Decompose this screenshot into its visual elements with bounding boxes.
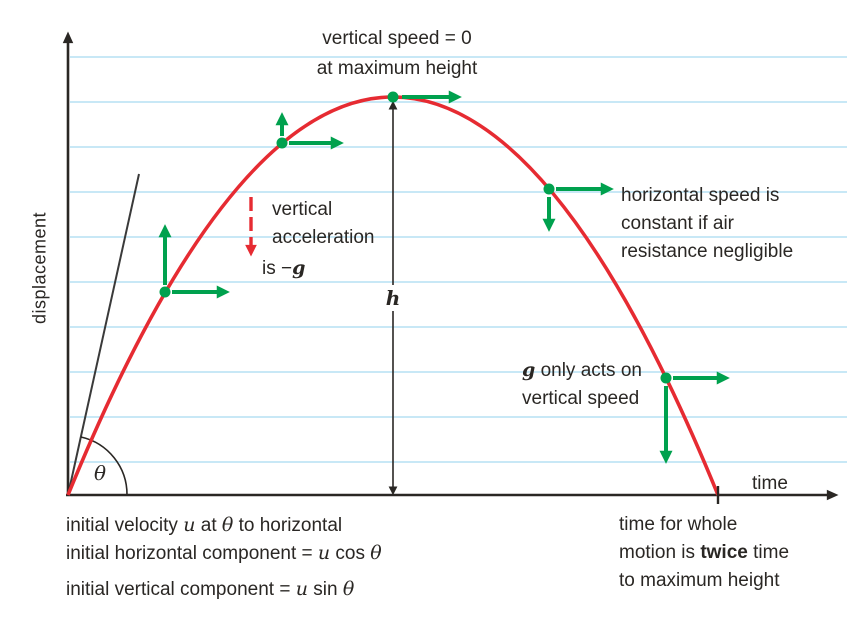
u-symbol: u bbox=[183, 514, 196, 536]
velocity-vectors-point-5 bbox=[659, 371, 730, 464]
apex-note-line1: vertical speed = 0 bbox=[322, 28, 472, 49]
initial-velocity-note-text: at bbox=[195, 515, 222, 536]
u-symbol: u bbox=[317, 542, 331, 564]
velocity-dot bbox=[543, 183, 555, 195]
acceleration-note-line2: acceleration bbox=[272, 227, 375, 248]
whole-motion-time-line2: motion is twice time bbox=[619, 539, 789, 567]
whole-motion-time-line1: time for whole bbox=[619, 514, 738, 535]
horizontal-speed-note-line1: horizontal speed is bbox=[621, 185, 780, 206]
acceleration-note-line3: is −g bbox=[262, 254, 305, 283]
initial-horizontal-component-note: initial horizontal component = u cos θ bbox=[66, 539, 382, 568]
twice-emphasis: twice bbox=[700, 542, 748, 563]
velocity-dot bbox=[387, 91, 399, 103]
initial-vertical-component-text: initial vertical component = bbox=[66, 579, 296, 600]
whole-motion-time-text: motion is bbox=[619, 542, 701, 563]
whole-motion-time-text: time bbox=[747, 542, 790, 563]
gravity-note-line1: g only acts on bbox=[522, 356, 642, 385]
gravity-note-line1-text: only acts on bbox=[535, 360, 642, 381]
initial-velocity-note: initial velocity u at θ to horizontal bbox=[66, 511, 342, 540]
gravity-note-line2: vertical speed bbox=[522, 388, 640, 409]
initial-velocity-note-text: initial velocity bbox=[66, 515, 184, 536]
velocity-vectors-point-4 bbox=[542, 182, 614, 232]
g-symbol: g bbox=[292, 257, 306, 279]
whole-motion-time-note: time for whole motion is twice time to m… bbox=[619, 511, 789, 595]
apex-note: vertical speed = 0 at maximum height bbox=[317, 24, 478, 84]
velocity-dot bbox=[159, 286, 171, 298]
velocity-dot bbox=[276, 137, 288, 149]
whole-motion-time-line3: to maximum height bbox=[619, 570, 780, 591]
initial-vertical-component-text: sin bbox=[307, 579, 343, 600]
launch-angle-line bbox=[67, 173, 140, 496]
acceleration-note: vertical acceleration bbox=[272, 196, 374, 252]
initial-velocity-note-text: to horizontal bbox=[233, 515, 343, 536]
theta-symbol: θ bbox=[342, 578, 355, 600]
horizontal-speed-note-line3: resistance negligible bbox=[621, 241, 794, 262]
g-symbol: g bbox=[522, 359, 536, 381]
velocity-vectors-point-1 bbox=[158, 224, 230, 299]
apex-note-line2: at maximum height bbox=[316, 58, 478, 79]
theta-symbol: θ bbox=[370, 542, 382, 564]
theta-symbol: θ bbox=[221, 514, 234, 536]
launch-angle-symbol: θ bbox=[94, 461, 107, 485]
initial-horizontal-component-text: cos bbox=[330, 543, 371, 564]
y-axis-label: displacement bbox=[29, 211, 50, 325]
gravity-note: g only acts on vertical speed bbox=[522, 356, 642, 413]
gridlines bbox=[70, 56, 847, 463]
initial-horizontal-component-text: initial horizontal component = bbox=[66, 543, 318, 564]
velocity-vectors-apex bbox=[387, 90, 462, 104]
acceleration-note-line3-text: is − bbox=[262, 258, 293, 279]
x-axis-label: time bbox=[752, 473, 788, 494]
horizontal-speed-note: horizontal speed is constant if air resi… bbox=[621, 182, 793, 266]
velocity-dot bbox=[660, 372, 672, 384]
u-symbol: u bbox=[295, 578, 308, 600]
initial-vertical-component-note: initial vertical component = u sin θ bbox=[66, 575, 354, 604]
horizontal-speed-note-line2: constant if air bbox=[621, 213, 734, 234]
acceleration-note-line1: vertical bbox=[272, 199, 333, 220]
max-height-symbol: h bbox=[379, 285, 407, 311]
velocity-vectors-point-2 bbox=[275, 112, 344, 150]
